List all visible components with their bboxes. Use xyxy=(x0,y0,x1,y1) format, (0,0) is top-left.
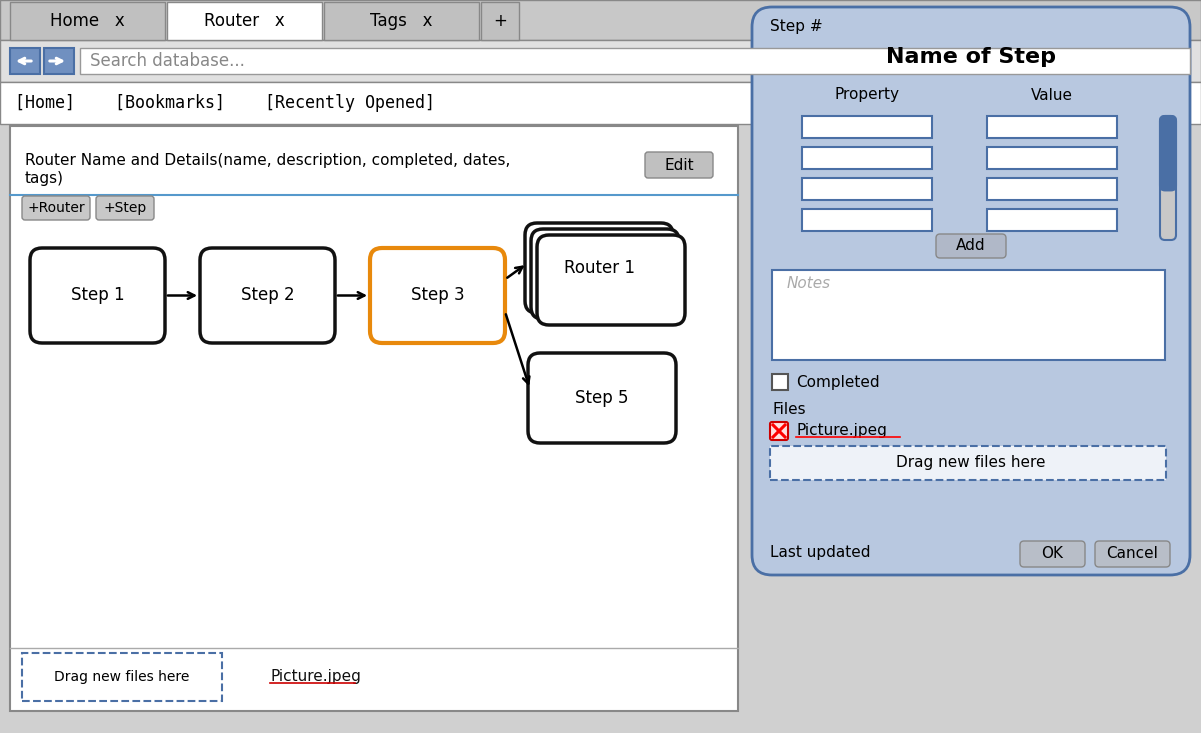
Text: Files: Files xyxy=(772,402,806,418)
Text: [Home]    [Bookmarks]    [Recently Opened]: [Home] [Bookmarks] [Recently Opened] xyxy=(14,94,435,112)
Text: Completed: Completed xyxy=(796,375,879,389)
Text: Router 1: Router 1 xyxy=(563,259,634,277)
Text: Step 3: Step 3 xyxy=(411,287,465,304)
Bar xyxy=(987,147,1117,169)
Text: Picture.jpeg: Picture.jpeg xyxy=(270,669,360,685)
Bar xyxy=(770,446,1166,480)
Bar xyxy=(802,116,932,138)
Bar xyxy=(10,48,40,74)
Bar xyxy=(0,82,1201,124)
Bar xyxy=(10,126,737,711)
Bar xyxy=(10,2,165,40)
FancyBboxPatch shape xyxy=(1160,116,1176,240)
Text: Step 5: Step 5 xyxy=(575,389,629,407)
Bar xyxy=(22,653,222,701)
Bar xyxy=(987,178,1117,200)
FancyBboxPatch shape xyxy=(525,223,673,313)
Bar xyxy=(802,178,932,200)
Text: Home   x: Home x xyxy=(50,12,125,30)
FancyBboxPatch shape xyxy=(96,196,154,220)
FancyBboxPatch shape xyxy=(936,234,1006,258)
Text: Step #: Step # xyxy=(770,20,823,34)
Text: Cancel: Cancel xyxy=(1106,545,1158,561)
FancyBboxPatch shape xyxy=(645,152,713,178)
Text: Tags   x: Tags x xyxy=(370,12,432,30)
Bar xyxy=(0,40,1201,82)
Text: +Router: +Router xyxy=(28,201,85,215)
Text: Step 1: Step 1 xyxy=(71,287,125,304)
FancyBboxPatch shape xyxy=(30,248,165,343)
Bar xyxy=(324,2,479,40)
FancyBboxPatch shape xyxy=(1160,116,1176,191)
Bar xyxy=(987,116,1117,138)
FancyBboxPatch shape xyxy=(752,7,1190,575)
Text: +Step: +Step xyxy=(103,201,147,215)
FancyBboxPatch shape xyxy=(1095,541,1170,567)
Bar xyxy=(987,209,1117,231)
Bar xyxy=(772,270,1165,360)
Text: Notes: Notes xyxy=(787,276,831,292)
Text: Drag new files here: Drag new files here xyxy=(896,455,1046,471)
Text: +: + xyxy=(494,12,507,30)
Text: Step 2: Step 2 xyxy=(240,287,294,304)
FancyBboxPatch shape xyxy=(370,248,504,343)
Text: Edit: Edit xyxy=(664,158,694,172)
FancyBboxPatch shape xyxy=(201,248,335,343)
Text: tags): tags) xyxy=(25,172,64,186)
FancyBboxPatch shape xyxy=(770,422,788,440)
Text: Add: Add xyxy=(956,238,986,254)
Text: Last updated: Last updated xyxy=(770,545,871,561)
Bar xyxy=(0,0,1201,40)
Text: Router Name and Details(name, description, completed, dates,: Router Name and Details(name, descriptio… xyxy=(25,152,510,168)
Bar xyxy=(802,147,932,169)
Bar xyxy=(772,374,788,390)
Text: Property: Property xyxy=(835,87,900,103)
FancyBboxPatch shape xyxy=(537,235,685,325)
Bar xyxy=(167,2,322,40)
Text: Drag new files here: Drag new files here xyxy=(54,670,190,684)
Text: Value: Value xyxy=(1030,87,1072,103)
Text: Name of Step: Name of Step xyxy=(886,47,1056,67)
Text: Search database...: Search database... xyxy=(90,52,245,70)
Bar xyxy=(802,209,932,231)
Bar xyxy=(80,48,1190,74)
Bar xyxy=(0,0,1201,40)
FancyBboxPatch shape xyxy=(1020,541,1085,567)
Text: Picture.jpeg: Picture.jpeg xyxy=(796,424,886,438)
Text: Router   x: Router x xyxy=(204,12,285,30)
FancyBboxPatch shape xyxy=(531,229,679,319)
FancyBboxPatch shape xyxy=(528,353,676,443)
FancyBboxPatch shape xyxy=(22,196,90,220)
Bar xyxy=(44,48,74,74)
Text: OK: OK xyxy=(1041,545,1063,561)
Bar xyxy=(480,2,519,40)
